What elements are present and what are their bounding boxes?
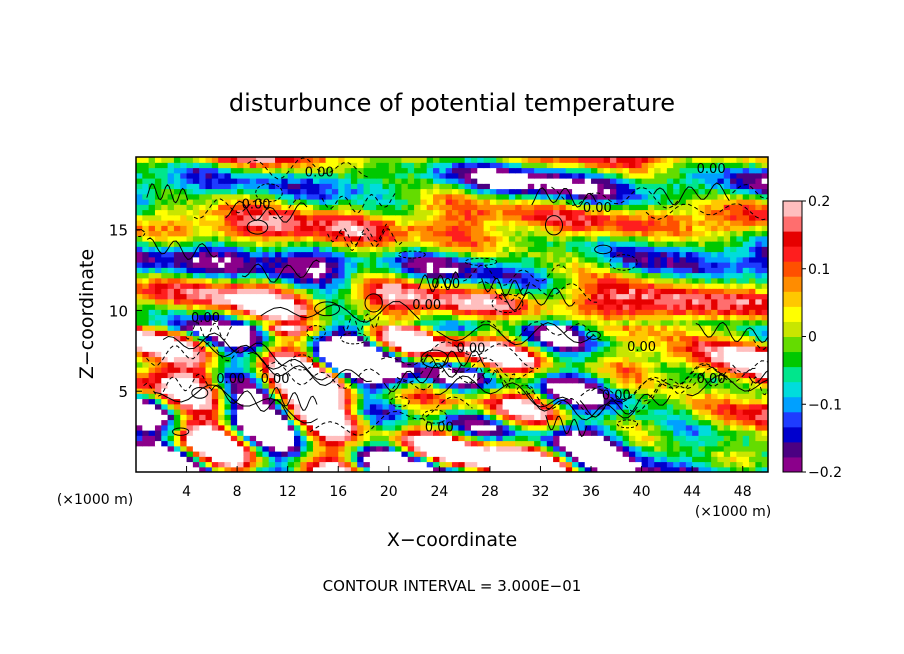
colorbar-segment bbox=[783, 321, 802, 337]
colorbar-segment bbox=[783, 276, 802, 292]
z-tick-label: 5 bbox=[118, 383, 128, 401]
colorbar-segment bbox=[783, 291, 802, 307]
colorbar-segment bbox=[783, 201, 802, 217]
x-tick-label: 48 bbox=[734, 484, 752, 500]
colorbar bbox=[783, 201, 802, 473]
contour-label: 0.00 bbox=[305, 165, 334, 180]
contour-label: 0.00 bbox=[425, 421, 454, 436]
contour-label: 0.00 bbox=[456, 341, 485, 356]
x-unit-right: (×1000 m) bbox=[695, 504, 771, 520]
colorbar-segment bbox=[783, 216, 802, 232]
contour-lines bbox=[136, 157, 768, 438]
contour-label: 0.00 bbox=[412, 298, 441, 313]
colorbar-segment bbox=[783, 441, 802, 458]
plot-frame bbox=[135, 156, 769, 473]
colorbar-tick-label: 0.2 bbox=[808, 194, 830, 210]
colorbar-segment bbox=[783, 456, 802, 473]
x-tick-label: 32 bbox=[532, 484, 550, 500]
contour-interval-note: CONTOUR INTERVAL = 3.000E−01 bbox=[323, 577, 582, 595]
x-tick-label: 28 bbox=[481, 484, 499, 500]
potential-temperature-field bbox=[136, 157, 768, 472]
contour-label: 0.00 bbox=[431, 277, 460, 292]
contour-label: 0.00 bbox=[697, 372, 726, 387]
x-tick-label: 44 bbox=[683, 484, 701, 500]
contour-label: 0.00 bbox=[191, 311, 220, 326]
chart-title: disturbunce of potential temperature bbox=[229, 89, 675, 117]
z-axis-ticks: 5 10 15 bbox=[109, 222, 142, 401]
x-tick-label: 8 bbox=[233, 484, 242, 500]
z-axis-label: Z−coordinate bbox=[76, 249, 98, 379]
colorbar-segment bbox=[783, 336, 802, 353]
colorbar-segment bbox=[783, 351, 802, 368]
x-tick-label: 16 bbox=[329, 484, 347, 500]
colorbar-segment bbox=[783, 231, 802, 247]
contour-labels: 0.00 0.00 0.00 0.00 0.00 0.00 0.00 0.00 0.00 0.00… bbox=[191, 162, 726, 435]
x-unit-left: (×1000 m) bbox=[57, 492, 133, 508]
contour-label: 0.00 bbox=[261, 372, 290, 387]
z-tick-label: 15 bbox=[109, 222, 128, 240]
colorbar-segment bbox=[783, 261, 802, 277]
x-tick-label: 36 bbox=[582, 484, 600, 500]
x-tick-label: 20 bbox=[380, 484, 398, 500]
contour-label: 0.00 bbox=[627, 340, 656, 355]
colorbar-segment bbox=[783, 306, 802, 322]
colorbar-tick-label: 0 bbox=[808, 330, 817, 346]
x-tick-label: 24 bbox=[430, 484, 448, 500]
x-tick-label: 40 bbox=[633, 484, 651, 500]
x-tick-label: 4 bbox=[182, 484, 191, 500]
colorbar-ticks: 0.2 0.1 0 −0.1 −0.2 bbox=[802, 194, 842, 481]
colorbar-segment bbox=[783, 246, 802, 262]
contour-label: 0.00 bbox=[602, 388, 631, 403]
z-tick-label: 10 bbox=[109, 302, 128, 320]
colorbar-segment bbox=[783, 366, 802, 383]
colorbar-segment bbox=[783, 381, 802, 398]
contour-label: 0.00 bbox=[216, 372, 245, 387]
x-axis-ticks: 4 8 12 16 20 24 28 32 36 40 44 48 bbox=[182, 466, 752, 500]
contour-label: 0.00 bbox=[583, 201, 612, 216]
colorbar-segment bbox=[783, 396, 802, 413]
colorbar-tick-label: 0.1 bbox=[808, 262, 830, 278]
x-tick-label: 12 bbox=[279, 484, 297, 500]
contour-label: 0.00 bbox=[242, 198, 271, 213]
x-axis-label: X−coordinate bbox=[387, 529, 517, 551]
colorbar-tick-label: −0.2 bbox=[808, 465, 842, 481]
colorbar-segment bbox=[783, 426, 802, 443]
colorbar-tick-label: −0.1 bbox=[808, 397, 842, 413]
contour-label: 0.00 bbox=[697, 162, 726, 177]
colorbar-segment bbox=[783, 411, 802, 428]
